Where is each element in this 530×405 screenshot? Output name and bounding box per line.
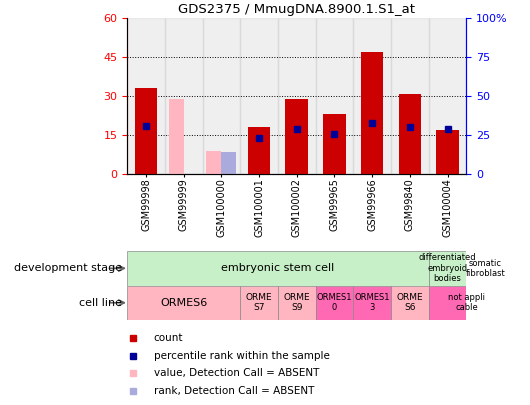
Bar bbox=[429, 286, 504, 320]
Bar bbox=[429, 18, 466, 174]
Bar bbox=[206, 151, 222, 174]
Bar bbox=[391, 18, 429, 174]
Bar bbox=[466, 251, 504, 286]
Bar bbox=[354, 18, 391, 174]
Bar bbox=[127, 251, 429, 286]
Bar bbox=[399, 94, 421, 174]
Text: ORME
S9: ORME S9 bbox=[284, 293, 310, 312]
Bar bbox=[354, 286, 391, 320]
Bar bbox=[286, 99, 308, 174]
Bar bbox=[202, 18, 240, 174]
Bar bbox=[240, 286, 278, 320]
Bar bbox=[169, 99, 184, 174]
Bar bbox=[278, 18, 316, 174]
Text: ORME
S6: ORME S6 bbox=[396, 293, 423, 312]
Bar bbox=[429, 251, 466, 286]
Text: differentiated
embryoid
bodies: differentiated embryoid bodies bbox=[419, 254, 476, 283]
Bar bbox=[222, 152, 236, 174]
Text: rank, Detection Call = ABSENT: rank, Detection Call = ABSENT bbox=[154, 386, 314, 396]
Text: value, Detection Call = ABSENT: value, Detection Call = ABSENT bbox=[154, 369, 319, 378]
Bar bbox=[127, 18, 165, 174]
Bar bbox=[391, 286, 429, 320]
Text: ORMES1
3: ORMES1 3 bbox=[355, 293, 390, 312]
Text: percentile rank within the sample: percentile rank within the sample bbox=[154, 351, 330, 360]
Bar bbox=[323, 114, 346, 174]
Bar bbox=[127, 286, 240, 320]
Bar bbox=[361, 52, 384, 174]
Text: development stage: development stage bbox=[14, 263, 122, 273]
Text: somatic
fibroblast: somatic fibroblast bbox=[465, 259, 505, 278]
Bar bbox=[248, 127, 270, 174]
Text: ORME
S7: ORME S7 bbox=[246, 293, 272, 312]
Text: ORMES6: ORMES6 bbox=[160, 298, 207, 308]
Bar bbox=[240, 18, 278, 174]
Text: embryonic stem cell: embryonic stem cell bbox=[222, 263, 334, 273]
Text: ORMES1
0: ORMES1 0 bbox=[317, 293, 352, 312]
Text: cell line: cell line bbox=[79, 298, 122, 308]
Bar bbox=[316, 286, 354, 320]
Bar bbox=[135, 88, 157, 174]
Bar bbox=[278, 286, 316, 320]
Text: not appli
cable: not appli cable bbox=[448, 293, 485, 312]
Bar bbox=[316, 18, 354, 174]
Bar bbox=[165, 18, 202, 174]
Title: GDS2375 / MmugDNA.8900.1.S1_at: GDS2375 / MmugDNA.8900.1.S1_at bbox=[178, 3, 416, 16]
Bar bbox=[436, 130, 459, 174]
Text: count: count bbox=[154, 333, 183, 343]
